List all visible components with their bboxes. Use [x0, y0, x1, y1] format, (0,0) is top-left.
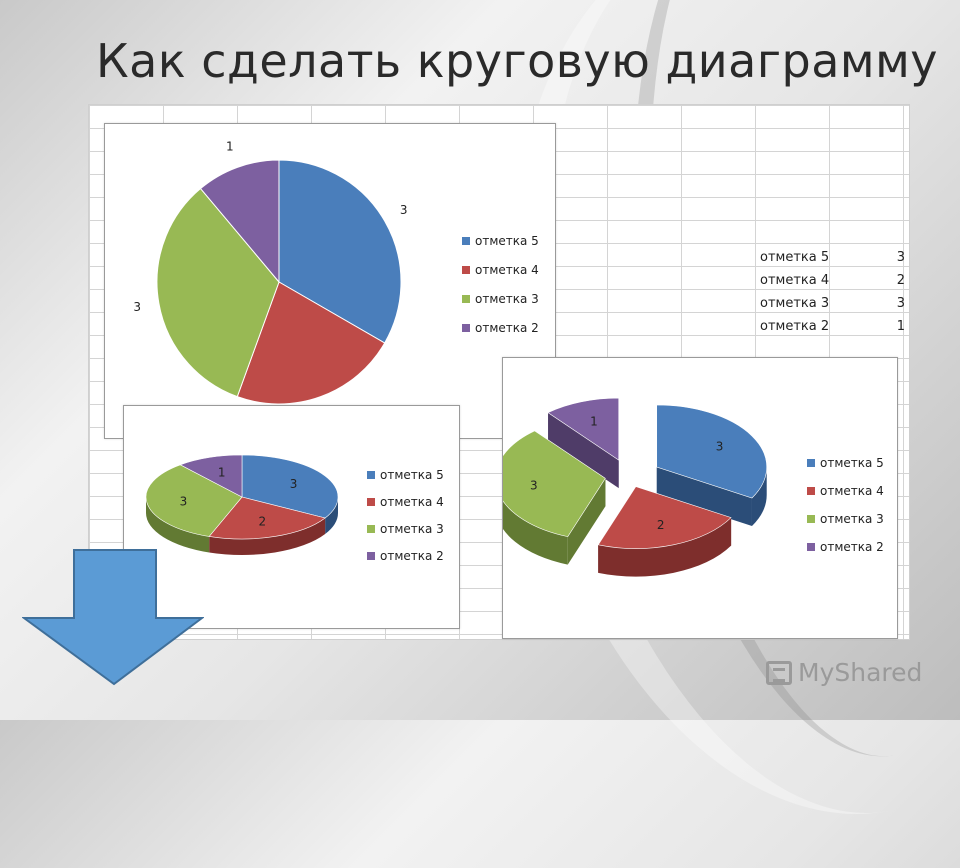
- legend-swatch: [367, 525, 375, 533]
- pie-slice-side: [146, 497, 210, 553]
- pie-slice: [241, 454, 339, 519]
- cell-value[interactable]: 3: [896, 296, 905, 311]
- logo-icon: [766, 660, 792, 685]
- cell-value[interactable]: 1: [896, 319, 905, 334]
- legend-swatch: [807, 543, 815, 551]
- pie-chart-3d-exploded-frame[interactable]: 3 2 3 1 отметка 5 отметка 4 отметка 3 отметка 2: [502, 357, 898, 639]
- pie-slice: [503, 430, 606, 537]
- pie-slice-side: [598, 517, 732, 577]
- pie-slice: [597, 486, 732, 549]
- cell-label[interactable]: отметка 4: [760, 273, 830, 288]
- pie-slice-side: [325, 497, 338, 534]
- legend-swatch: [367, 471, 375, 479]
- table-row: отметка 4 2: [760, 269, 905, 292]
- legend-swatch: [807, 487, 815, 495]
- table-row: отметка 2 1: [760, 315, 905, 338]
- legend-label: отметка 3: [820, 512, 884, 526]
- pie-slice: [278, 159, 402, 344]
- pie-slice: [236, 281, 386, 405]
- legend-swatch: [807, 459, 815, 467]
- pie-slice-side: [751, 466, 767, 526]
- pie-slice: [179, 454, 243, 498]
- spreadsheet-data-table: отметка 5 3 отметка 4 2 отметка 3 3 отме…: [760, 246, 905, 338]
- legend-label: отметка 5: [380, 468, 444, 482]
- myshared-logo: MyShared: [766, 658, 922, 687]
- data-label: 1: [226, 140, 234, 154]
- pie-chart-3d-frame[interactable]: 3 2 3 1 отметка 5 отметка 4 отметка 3 отметка 2: [123, 405, 460, 629]
- down-arrow-icon: [22, 549, 204, 686]
- data-label: 3: [290, 477, 298, 491]
- data-label: 1: [590, 415, 598, 429]
- data-label: 3: [530, 478, 538, 492]
- legend-swatch: [462, 295, 470, 303]
- legend-label: отметка 2: [475, 321, 539, 335]
- data-label: 3: [133, 300, 141, 314]
- legend-label: отметка 5: [820, 456, 884, 470]
- cell-label[interactable]: отметка 5: [760, 250, 830, 265]
- cell-value[interactable]: 2: [896, 273, 905, 288]
- legend-label: отметка 4: [820, 484, 884, 498]
- legend-swatch: [462, 324, 470, 332]
- pie-slice: [547, 397, 620, 461]
- data-label: 2: [259, 514, 267, 528]
- pie-slice: [656, 404, 767, 499]
- legend-label: отметка 2: [820, 540, 884, 554]
- pie-slice-face: [656, 466, 752, 526]
- pie-chart-3d-exploded: 3 2 3 1 отметка 5 отметка 4 отметка 3 отметка 2: [503, 397, 884, 577]
- pie-slice: [208, 496, 326, 540]
- pie-slice-face: [548, 412, 619, 489]
- legend-swatch: [462, 237, 470, 245]
- legend-label: отметка 4: [475, 263, 539, 277]
- pie-slice-side: [209, 518, 326, 555]
- data-label: 3: [400, 203, 408, 217]
- data-label: 1: [218, 466, 226, 480]
- pie-chart-2d-frame[interactable]: 3 3 1 отметка 5 отметка 4 отметка 3 отметка 2: [104, 123, 556, 439]
- pie-slice: [156, 187, 280, 398]
- logo-text: MyShared: [798, 658, 923, 687]
- legend-label: отметка 3: [380, 522, 444, 536]
- data-label: 3: [180, 495, 188, 509]
- cell-value[interactable]: 3: [896, 250, 905, 265]
- legend-swatch: [367, 552, 375, 560]
- legend-label: отметка 5: [475, 234, 539, 248]
- pie-slice: [199, 159, 280, 284]
- legend-swatch: [807, 515, 815, 523]
- pie-slice: [145, 464, 243, 537]
- cell-label[interactable]: отметка 2: [760, 319, 830, 334]
- table-row: отметка 3 3: [760, 292, 905, 315]
- pie-chart-3d: 3 2 3 1 отметка 5 отметка 4 отметка 3 отметка 2: [145, 454, 444, 563]
- legend-swatch: [462, 266, 470, 274]
- table-row: отметка 5 3: [760, 246, 905, 269]
- slide-title: Как сделать круговую диаграмму: [96, 34, 939, 88]
- legend-swatch: [367, 498, 375, 506]
- pie-chart-2d: 3 3 1 отметка 5 отметка 4 отметка 3 отметка 2: [133, 140, 539, 405]
- data-label: 2: [657, 518, 665, 532]
- cell-label[interactable]: отметка 3: [760, 296, 830, 311]
- legend-label: отметка 4: [380, 495, 444, 509]
- legend-label: отметка 2: [380, 549, 444, 563]
- data-label: 3: [716, 440, 724, 454]
- legend-label: отметка 3: [475, 292, 539, 306]
